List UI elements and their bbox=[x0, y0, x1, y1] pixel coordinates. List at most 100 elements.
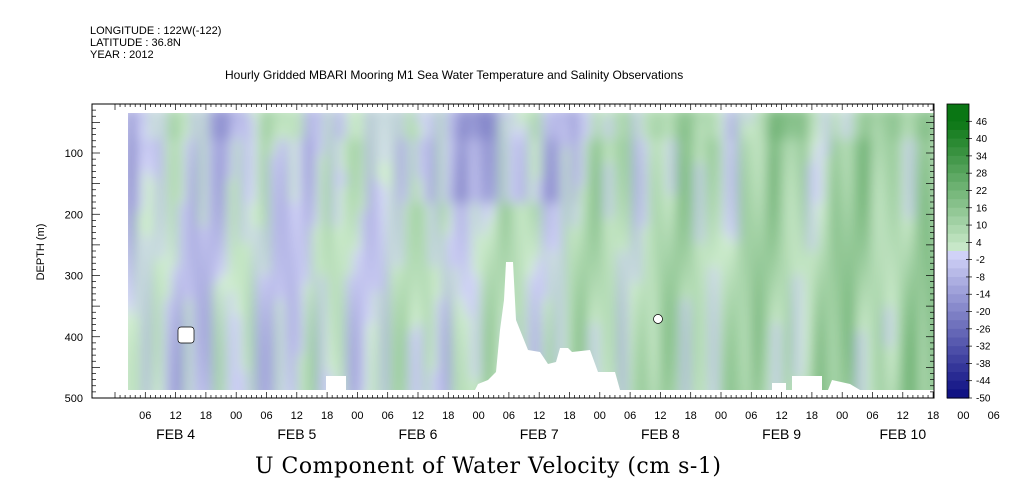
colorbar-bin bbox=[947, 363, 969, 373]
colorbar-bin bbox=[947, 181, 969, 192]
x-tick-label: 12 bbox=[775, 410, 787, 422]
day-label: FEB 10 bbox=[879, 426, 926, 442]
x-tick-label: 18 bbox=[563, 410, 575, 422]
colorbar-label: 34 bbox=[976, 151, 988, 162]
colorbar-bin bbox=[947, 268, 969, 278]
colorbar-bin bbox=[947, 138, 969, 148]
colorbar-bin bbox=[947, 207, 969, 218]
colorbar-bin bbox=[947, 129, 969, 140]
colorbar-label: -26 bbox=[976, 324, 991, 335]
x-tick-label: 12 bbox=[533, 410, 545, 422]
colorbar-label: -2 bbox=[976, 255, 985, 266]
day-label: FEB 5 bbox=[277, 426, 316, 442]
colorbar-bin bbox=[947, 372, 969, 382]
colorbar-bin bbox=[947, 346, 969, 356]
colorbar-label: 16 bbox=[976, 203, 988, 214]
colorbar-bin bbox=[947, 233, 969, 243]
colorbar-label: -14 bbox=[976, 290, 991, 301]
colorbar-bin bbox=[947, 147, 969, 157]
x-tick-label: 18 bbox=[442, 410, 454, 422]
plot-area bbox=[92, 104, 934, 398]
bottom-variable-label: U Component of Water Velocity (cm s-1) bbox=[255, 454, 722, 479]
latitude-label: LATITUDE : 36.8N bbox=[90, 37, 181, 49]
colorbar-bin bbox=[947, 199, 969, 209]
colorbar-label: -20 bbox=[976, 307, 991, 318]
colorbar-bin bbox=[947, 112, 969, 122]
day-labels: FEB 4 FEB 5 FEB 6 FEB 7 FEB 8 FEB 9 FEB 10 bbox=[156, 426, 926, 442]
x-tick-label: 06 bbox=[866, 410, 878, 422]
x-tick-label: 18 bbox=[685, 410, 697, 422]
colorbar-label: -32 bbox=[976, 342, 991, 353]
colorbar-label: 40 bbox=[976, 134, 988, 145]
day-label: FEB 8 bbox=[641, 426, 680, 442]
colorbar-label: -50 bbox=[976, 394, 991, 405]
x-tick-label: 06 bbox=[988, 410, 1000, 422]
colorbar-label: -8 bbox=[976, 272, 985, 283]
missing-data-mask bbox=[92, 104, 934, 398]
colorbar-bin bbox=[947, 259, 969, 269]
colorbar-label: 4 bbox=[976, 238, 982, 249]
x-tick-label: 00 bbox=[957, 410, 969, 422]
x-tick-label: 06 bbox=[503, 410, 515, 422]
x-tick-label: 06 bbox=[139, 410, 151, 422]
colorbar-bin bbox=[947, 276, 969, 287]
x-tick-label: 12 bbox=[291, 410, 303, 422]
colorbar-bin bbox=[947, 320, 969, 330]
colorbar-label: 46 bbox=[976, 117, 988, 128]
chart-title: Hourly Gridded MBARI Mooring M1 Sea Wate… bbox=[225, 68, 684, 82]
colorbar-bin bbox=[947, 380, 969, 390]
y-tick-label: 500 bbox=[65, 393, 83, 405]
axis-ticks bbox=[92, 103, 934, 399]
x-tick-label: 00 bbox=[351, 410, 363, 422]
y-tick-label: 100 bbox=[65, 148, 83, 160]
x-tick-label: 12 bbox=[654, 410, 666, 422]
colorbar-label: 10 bbox=[976, 221, 988, 232]
colorbar-label: -44 bbox=[976, 376, 991, 387]
x-tick-label: 18 bbox=[927, 410, 939, 422]
colorbar-bin bbox=[947, 328, 969, 339]
colorbar-bin bbox=[947, 389, 969, 399]
x-tick-label: 00 bbox=[594, 410, 606, 422]
x-tick-labels: 06 12 18 00 06 12 18 00 06 12 18 00 06 12 18 00 06 12 18 00… bbox=[139, 410, 1000, 422]
colorbar-bin bbox=[947, 225, 969, 235]
colorbar: 46 40 34 28 22 16 10 4 -2 -8 -14 -20 -26 -32 -38 -44 -50 bbox=[946, 103, 991, 405]
day-label: FEB 4 bbox=[156, 426, 195, 442]
x-tick-label: 12 bbox=[169, 410, 181, 422]
colorbar-label: -38 bbox=[976, 359, 991, 370]
x-tick-label: 00 bbox=[836, 410, 848, 422]
colorbar-bin bbox=[947, 337, 969, 347]
colorbar-bin bbox=[947, 294, 969, 304]
x-tick-label: 06 bbox=[745, 410, 757, 422]
x-tick-label: 06 bbox=[382, 410, 394, 422]
colorbar-bin bbox=[947, 164, 969, 174]
colorbar-label: 28 bbox=[976, 169, 988, 180]
day-label: FEB 6 bbox=[399, 426, 438, 442]
x-tick-label: 06 bbox=[260, 410, 272, 422]
colorbar-bin bbox=[947, 242, 969, 252]
y-axis-label: DEPTH (m) bbox=[35, 224, 47, 281]
x-tick-label: 12 bbox=[412, 410, 424, 422]
colorbar-label: 22 bbox=[976, 186, 988, 197]
x-tick-label: 00 bbox=[230, 410, 242, 422]
colorbar-bin bbox=[947, 285, 969, 295]
day-label: FEB 9 bbox=[762, 426, 801, 442]
x-tick-label: 00 bbox=[715, 410, 727, 422]
y-tick-label: 300 bbox=[65, 271, 83, 283]
y-tick-label: 200 bbox=[65, 209, 83, 221]
y-tick-labels: 100 200 300 400 500 bbox=[65, 148, 83, 405]
year-label: YEAR : 2012 bbox=[90, 49, 154, 61]
colorbar-bin bbox=[947, 121, 969, 131]
colorbar-bin bbox=[947, 311, 969, 321]
colorbar-bin bbox=[947, 173, 969, 183]
colorbar-bin bbox=[947, 216, 969, 226]
colorbar-bin bbox=[947, 190, 969, 200]
colorbar-bin bbox=[947, 354, 969, 365]
colorbar-bin bbox=[947, 251, 969, 261]
colorbar-bin bbox=[947, 155, 969, 166]
y-tick-label: 400 bbox=[65, 332, 83, 344]
x-tick-label: 18 bbox=[200, 410, 212, 422]
colorbar-bin bbox=[947, 302, 969, 313]
x-tick-label: 18 bbox=[321, 410, 333, 422]
x-tick-label: 18 bbox=[806, 410, 818, 422]
